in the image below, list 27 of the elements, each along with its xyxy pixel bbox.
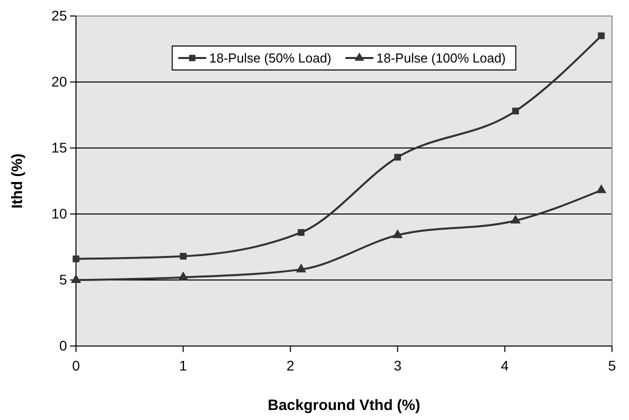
point — [180, 252, 187, 260]
x-tick-label: 4 — [500, 357, 509, 374]
point — [510, 214, 521, 224]
x-axis-title: Background Vthd (%) — [268, 397, 420, 414]
y-tick-label: 25 — [51, 7, 68, 24]
y-tick-label: 15 — [51, 139, 68, 156]
point — [512, 108, 519, 114]
x-tick-label: 2 — [286, 357, 294, 374]
point — [596, 184, 606, 194]
point — [392, 229, 403, 238]
point — [296, 264, 306, 272]
y-tick-label: 10 — [51, 205, 68, 222]
legend-label: 18-Pulse (100% Load) — [376, 50, 506, 66]
point — [394, 154, 401, 161]
y-tick-label: 0 — [59, 337, 68, 354]
x-tick-label: 0 — [72, 357, 80, 374]
point — [72, 256, 80, 262]
point — [298, 229, 304, 236]
point — [598, 32, 605, 40]
y-axis-title: Ithd (%) — [9, 154, 26, 208]
x-tick-label: 5 — [608, 357, 616, 374]
legend-label: 18-Pulse (50% Load) — [209, 50, 332, 66]
point — [178, 271, 188, 280]
x-tick-label: 1 — [179, 357, 188, 374]
y-tick-label: 20 — [51, 73, 68, 90]
x-tick-label: 3 — [394, 357, 402, 374]
y-tick-label: 5 — [59, 271, 68, 288]
